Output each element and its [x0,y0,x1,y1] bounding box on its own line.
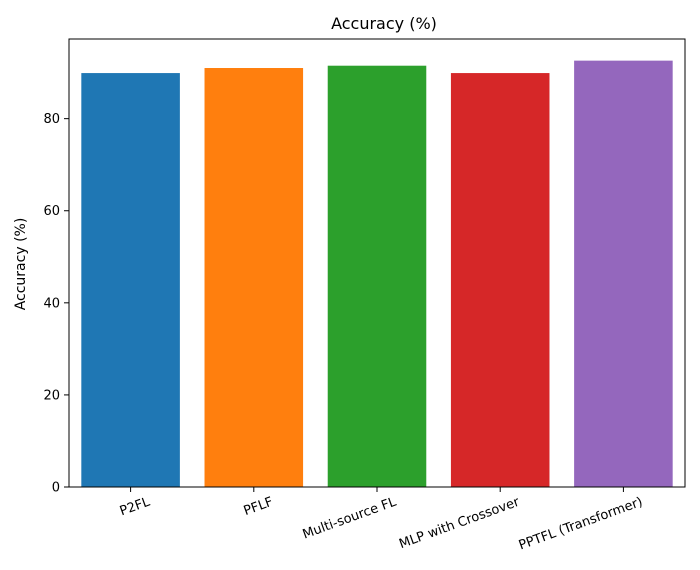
x-tick-label: P2FL [118,494,153,519]
y-axis-ticks: 0 20 40 60 80 [43,112,69,496]
x-tick-label: PPTFL (Transformer) [517,495,645,554]
y-tick-label: 60 [43,204,60,219]
bar-p2fl [81,73,180,487]
x-tick-label: Multi-source FL [301,494,399,542]
x-tick-label: PFLF [242,495,275,519]
y-tick-label: 20 [43,388,60,403]
chart-title: Accuracy (%) [331,14,437,33]
bar-pptfl-transformer [574,60,673,487]
plot-frame [68,38,686,488]
y-tick-label: 80 [43,112,60,127]
bar-pflf [204,68,304,487]
bars-group [81,60,673,488]
bar-multi-source-fl [327,65,427,488]
y-tick-label: 40 [43,296,60,311]
bar-mlp-with-crossover [450,73,550,487]
x-tick-label: MLP with Crossover [397,494,522,552]
y-axis-label: Accuracy (%) [13,218,29,311]
y-tick-label: 0 [52,481,60,496]
